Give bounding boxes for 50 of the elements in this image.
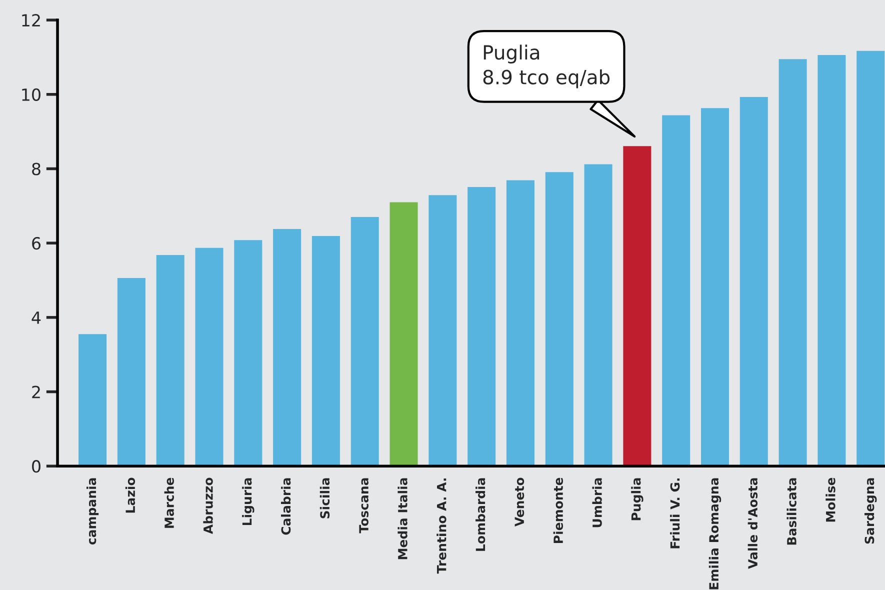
bar bbox=[856, 50, 885, 466]
y-tick-label: 2 bbox=[32, 386, 40, 398]
x-tick-label: Liguria bbox=[242, 478, 254, 526]
bar bbox=[390, 202, 418, 466]
x-tick-label: Sicilia bbox=[320, 478, 330, 518]
bar bbox=[468, 186, 496, 466]
x-tick-label: Puglia bbox=[631, 478, 644, 520]
bar bbox=[350, 217, 379, 466]
bar bbox=[117, 278, 146, 466]
x-tick-label: Sardegna bbox=[864, 478, 877, 544]
y-tick-label: 6 bbox=[32, 237, 41, 250]
annotation: Puglia 8.9 tco eq/ab bbox=[483, 44, 610, 88]
bar bbox=[545, 172, 574, 466]
x-tick-label: Abruzzo bbox=[203, 478, 213, 534]
bar bbox=[623, 146, 652, 466]
bar bbox=[156, 254, 184, 466]
bar bbox=[506, 180, 534, 466]
bar bbox=[428, 195, 457, 466]
y-tick-label: 0 bbox=[32, 460, 40, 473]
y-tick-label: 8 bbox=[32, 162, 40, 176]
x-tick-label: Calabria bbox=[281, 478, 291, 535]
x-tick-label: Umbria bbox=[592, 478, 602, 528]
x-tick-label: Emilia Romagna bbox=[708, 478, 722, 590]
bar bbox=[778, 59, 807, 466]
bar bbox=[234, 240, 262, 466]
x-tick-label: Marche bbox=[164, 478, 174, 528]
bar bbox=[273, 228, 302, 466]
bar bbox=[195, 248, 224, 466]
x-tick-label: Molise bbox=[826, 478, 836, 522]
x-tick-label: Basilicata bbox=[786, 478, 796, 545]
bar bbox=[78, 334, 107, 466]
x-tick-label: Piemonte bbox=[553, 478, 564, 543]
bar bbox=[312, 236, 340, 466]
y-tick-label: 12 bbox=[22, 14, 40, 26]
x-tick-label: Friuli V. G. bbox=[670, 478, 680, 548]
x-tick-label: Trentino A. A. bbox=[436, 478, 446, 574]
bar bbox=[700, 108, 729, 466]
y-tick-label: 10 bbox=[22, 88, 40, 101]
x-tick-label: campania bbox=[86, 478, 99, 545]
x-tick-label: Lazio bbox=[125, 478, 136, 513]
bar bbox=[662, 115, 690, 466]
x-tick-label: Media Italia bbox=[398, 478, 408, 560]
x-tick-label: Toscana bbox=[359, 478, 368, 534]
x-tick-label: Lombardia bbox=[476, 478, 486, 551]
bar bbox=[584, 164, 612, 466]
y-tick-label: 4 bbox=[32, 312, 41, 324]
bar bbox=[818, 55, 846, 466]
x-tick-label: Valle d'Aosta bbox=[748, 478, 758, 569]
x-tick-label: Veneto bbox=[514, 478, 524, 527]
bar bbox=[740, 97, 768, 466]
